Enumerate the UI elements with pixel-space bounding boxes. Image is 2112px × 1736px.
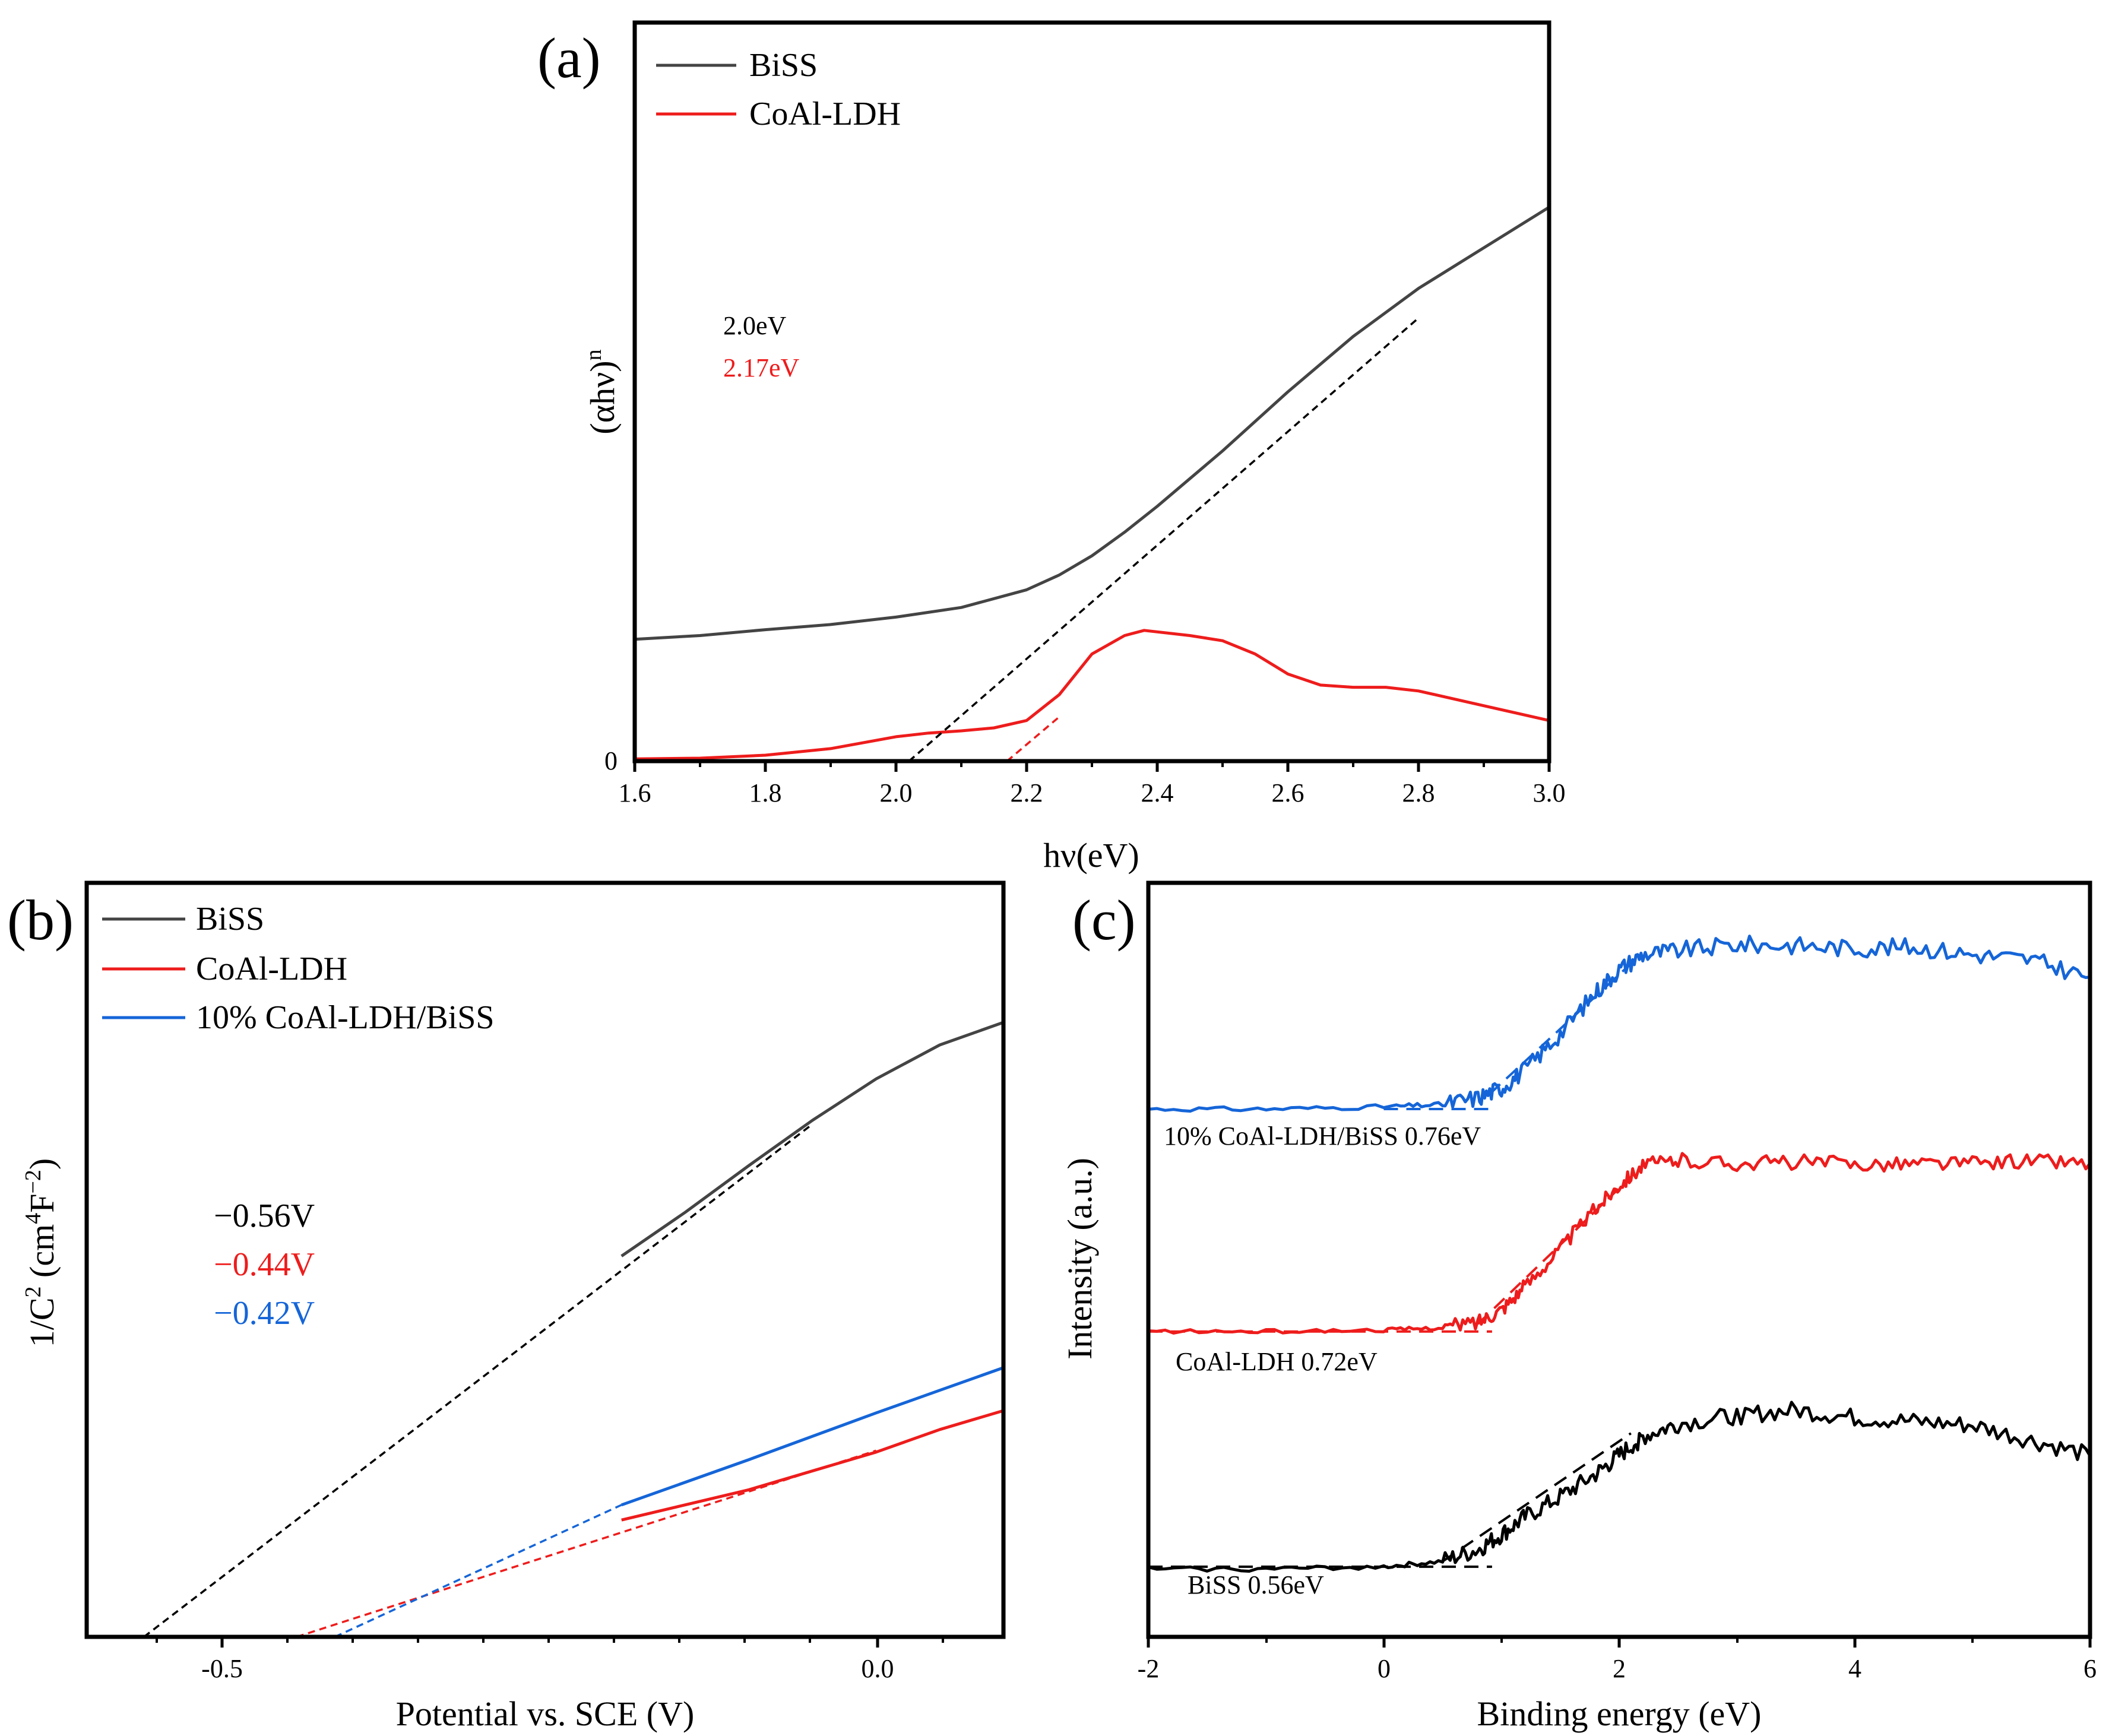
y-tick-label: 0 (604, 746, 618, 775)
panel-a-xticks: 1.6 1.8 2.0 2.2 2.4 2.6 2.8 3.0 (619, 761, 1566, 807)
panel-b: (b) -0.5 0.0 BiSS CoAl-LDH 10% CoAl-LDH/B… (7, 880, 1006, 1733)
series-line (634, 205, 1550, 641)
x-tick-label: 1.8 (749, 778, 782, 807)
annotation-bandgap-biss: 2.0eV (723, 311, 787, 340)
annotation-flatband-biss: −0.56V (214, 1198, 315, 1234)
panel-a: (a) 1.6 1.8 2.0 2.2 2.4 2.6 2.8 3.0 0 BiSS CoAl… (537, 20, 1566, 875)
panel-c-xticks: -2 0 2 4 6 (1138, 1637, 2097, 1683)
annotation-composite-vb: 10% CoAl-LDH/BiSS 0.76eV (1164, 1122, 1481, 1151)
x-tick-label: 3.0 (1533, 778, 1566, 807)
series-line (620, 1021, 1004, 1257)
series-line (620, 1366, 1004, 1507)
panel-a-xlabel: hν(eV) (1043, 836, 1139, 875)
panel-b-frame (84, 880, 1006, 1639)
x-tick-label: 0.0 (862, 1654, 894, 1683)
panel-a-yticks: 0 (604, 746, 618, 775)
annotation-bandgap-coal-ldh: 2.17eV (723, 353, 800, 382)
series-line (1148, 1152, 2091, 1335)
panel-c-ylabel: Intensity (a.u.) (1060, 1158, 1099, 1360)
panel-c-series (1148, 934, 2092, 1573)
panel-b-fits (143, 1123, 877, 1638)
fit-line (296, 1449, 877, 1638)
panel-a-legend: BiSS CoAl-LDH (656, 47, 901, 132)
x-tick-label: 2.8 (1402, 778, 1435, 807)
panel-c-label: (c) (1072, 888, 1136, 952)
legend-label-coal-ldh: CoAl-LDH (196, 951, 347, 987)
panel-b-series (620, 1021, 1004, 1522)
panel-a-label: (a) (537, 26, 601, 90)
legend-label-biss: BiSS (196, 901, 264, 937)
x-tick-label: 2.0 (880, 778, 913, 807)
x-tick-label: 2.6 (1272, 778, 1304, 807)
panel-b-legend: BiSS CoAl-LDH 10% CoAl-LDH/BiSS (102, 901, 495, 1036)
fit-line (1442, 1432, 1632, 1563)
x-tick-label: 6 (2083, 1654, 2097, 1683)
x-tick-label: -0.5 (201, 1654, 243, 1683)
annotation-flatband-coal-ldh: −0.44V (214, 1246, 315, 1283)
panel-c-frame (1146, 880, 2092, 1639)
fit-line (143, 1123, 813, 1638)
panel-a-ylabel: (αhν)n (581, 349, 622, 434)
panel-c-fits (1148, 957, 1638, 1568)
fit-line (334, 1504, 622, 1638)
panel-c: (c) -2 0 2 4 6 10% CoAl-LDH/BiSS 0.76eV CoAl… (1060, 880, 2097, 1733)
fit-line (1477, 1176, 1632, 1325)
annotation-coal-ldh-vb: CoAl-LDH 0.72eV (1176, 1347, 1378, 1376)
panel-b-xticks: -0.5 0.0 (156, 1637, 944, 1683)
annotation-flatband-composite: −0.42V (214, 1295, 315, 1332)
x-tick-label: 1.6 (619, 778, 651, 807)
series-line (1148, 934, 2091, 1113)
series-line (1148, 1401, 2092, 1573)
legend-label-coal-ldh: CoAl-LDH (749, 96, 901, 132)
x-tick-label: 0 (1378, 1654, 1391, 1683)
x-tick-label: 2.2 (1011, 778, 1043, 807)
panel-b-ylabel: 1/C2 (cm4F−2) (21, 1158, 61, 1348)
panel-b-label: (b) (7, 888, 74, 952)
x-tick-label: 4 (1848, 1654, 1861, 1683)
panel-a-frame (632, 20, 1551, 764)
x-tick-label: 2 (1613, 1654, 1626, 1683)
x-tick-label: -2 (1138, 1654, 1160, 1683)
legend-label-biss: BiSS (749, 47, 818, 84)
panel-a-series (634, 205, 1550, 761)
series-line (621, 1409, 1004, 1522)
panel-b-xlabel: Potential vs. SCE (V) (396, 1694, 695, 1733)
series-line (634, 629, 1550, 761)
x-tick-label: 2.4 (1141, 778, 1174, 807)
panel-a-fits (908, 317, 1420, 762)
legend-label-composite: 10% CoAl-LDH/BiSS (196, 999, 495, 1036)
panel-c-xlabel: Binding energy (eV) (1477, 1694, 1762, 1733)
fit-line (1489, 957, 1638, 1095)
fit-line (908, 317, 1420, 762)
annotation-biss-vb: BiSS 0.56eV (1188, 1570, 1324, 1599)
